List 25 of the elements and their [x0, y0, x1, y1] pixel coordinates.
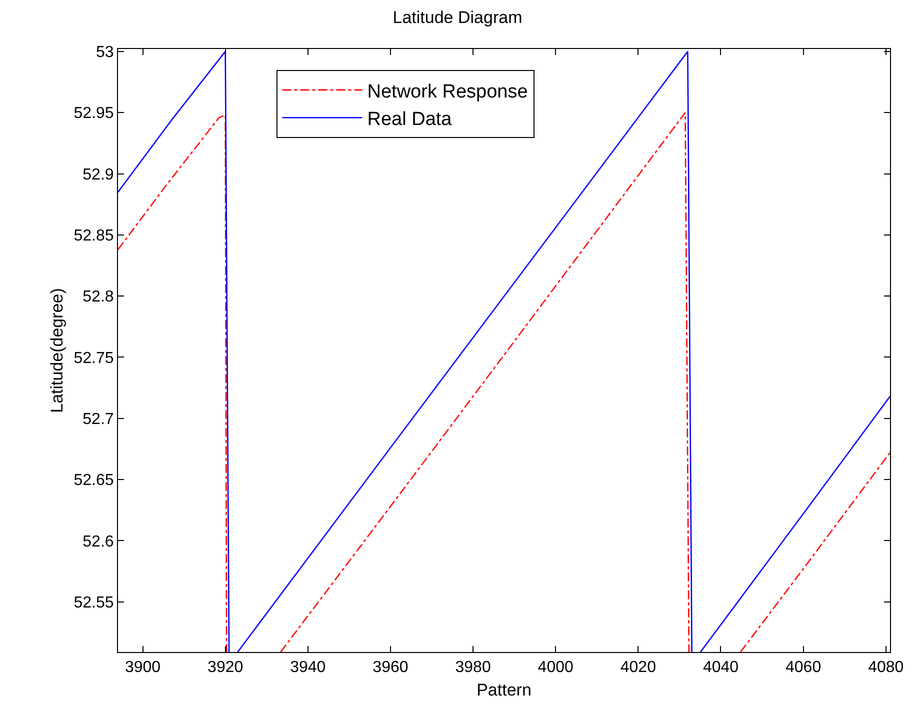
x-tick-label: 4080	[868, 659, 904, 676]
x-tick-label: 3980	[455, 659, 491, 676]
y-axis-title: Latitude(degree)	[47, 288, 66, 413]
y-tick-label: 52.75	[74, 350, 114, 367]
y-tick-label: 52.65	[74, 472, 114, 490]
y-tick-label: 52.6	[82, 533, 114, 550]
y-tick-label: 52.7	[82, 410, 114, 428]
legend-label: Network Response	[367, 81, 528, 102]
x-tick-label: 3900	[124, 659, 161, 676]
y-tick-label: 52.85	[74, 228, 114, 245]
x-axis-title: Pattern	[476, 680, 532, 700]
x-tick-label: 3920	[208, 659, 244, 676]
y-tick-label: 52.55	[74, 594, 114, 612]
x-tick-label: 3960	[372, 659, 408, 676]
x-tick-label: 4000	[538, 659, 574, 676]
x-tick-label: 3940	[290, 659, 326, 676]
y-tick-label: 53	[96, 44, 114, 62]
x-tick-label: 4040	[702, 659, 739, 676]
chart-title: Latitude Diagram	[392, 8, 522, 27]
y-tick-label: 52.9	[82, 166, 114, 184]
y-tick-label: 52.8	[82, 288, 114, 306]
x-tick-label: 4020	[620, 659, 656, 676]
legend-label: Real Data	[367, 109, 452, 130]
x-tick-label: 4060	[786, 659, 822, 676]
y-tick-label: 52.95	[74, 105, 114, 122]
